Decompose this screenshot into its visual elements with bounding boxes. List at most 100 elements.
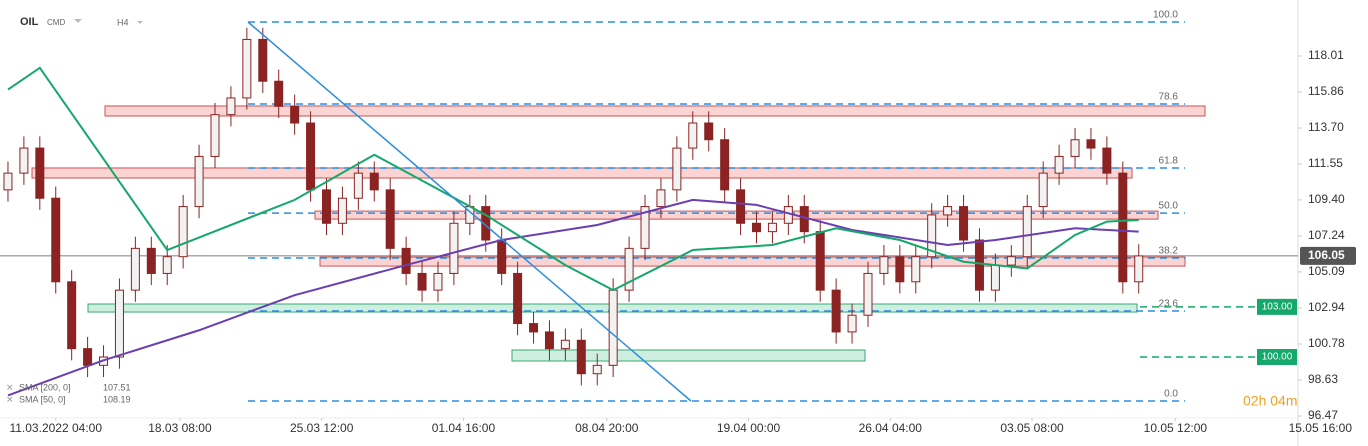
candle-body bbox=[990, 264, 1000, 291]
fib-label: 23.6 bbox=[1159, 299, 1179, 310]
candle-body bbox=[210, 114, 220, 157]
price-tag-box bbox=[1257, 298, 1297, 315]
sma-line bbox=[7, 66, 1139, 292]
candle-body bbox=[274, 80, 284, 107]
countdown: 02h 04m bbox=[1243, 393, 1297, 409]
candle-body bbox=[1038, 172, 1048, 208]
candle-body bbox=[385, 189, 395, 249]
candle-body bbox=[847, 314, 857, 333]
x-tick-label: 19.04 00:00 bbox=[717, 421, 781, 435]
candle-body bbox=[449, 222, 459, 274]
candle-body bbox=[321, 189, 331, 224]
fib-label: 100.0 bbox=[1153, 10, 1178, 21]
candle-body bbox=[194, 155, 204, 208]
candle-body bbox=[401, 247, 411, 274]
dropdown-icon bbox=[74, 19, 82, 23]
candle-body bbox=[959, 206, 969, 241]
resistance-zone bbox=[31, 167, 1133, 179]
candle-body bbox=[544, 331, 554, 350]
candle-body bbox=[529, 323, 539, 333]
support-zone bbox=[511, 349, 866, 362]
y-tick-label: 111.55 bbox=[1308, 156, 1343, 170]
candle-body bbox=[863, 272, 873, 316]
fib-label: 0.0 bbox=[1164, 389, 1178, 400]
candle-body bbox=[513, 272, 523, 325]
timeframe: H4 bbox=[117, 17, 129, 27]
candle-body bbox=[1070, 139, 1080, 157]
candle-body bbox=[640, 206, 650, 249]
x-tick-label: 03.05 08:00 bbox=[1000, 421, 1064, 435]
candle-body bbox=[656, 189, 666, 208]
candle-body bbox=[974, 239, 984, 291]
symbol: OIL bbox=[20, 16, 39, 28]
candle-body bbox=[162, 256, 172, 274]
candle-body bbox=[895, 256, 905, 283]
candle-body bbox=[815, 231, 825, 291]
x-tick-label: 26.04 04:00 bbox=[859, 421, 923, 435]
candle-body bbox=[83, 348, 93, 366]
y-tick-label: 105.09 bbox=[1308, 264, 1345, 278]
price-tag-label: 100.00 bbox=[1262, 352, 1293, 363]
candle-body bbox=[1054, 155, 1064, 174]
y-tick-label: 113.70 bbox=[1308, 120, 1344, 134]
legend-value: 107.51 bbox=[103, 382, 131, 392]
candle-body bbox=[688, 122, 698, 149]
candle-body bbox=[752, 222, 762, 233]
price-tag-label: 103.00 bbox=[1262, 301, 1293, 312]
candle-body bbox=[481, 206, 491, 241]
trend-line bbox=[247, 21, 692, 402]
candle-body bbox=[353, 172, 363, 199]
current-price-label: 106.05 bbox=[1308, 248, 1345, 262]
candle-body bbox=[592, 364, 602, 375]
resistance-zone bbox=[104, 105, 1206, 117]
candle-body bbox=[879, 256, 889, 274]
x-tick-label: 11.03.2022 04:00 bbox=[9, 421, 102, 435]
candle-body bbox=[1134, 255, 1144, 283]
candle-body bbox=[927, 214, 937, 258]
x-tick-label: 25.03 12:00 bbox=[290, 421, 354, 435]
candle-body bbox=[1118, 172, 1128, 283]
y-tick-label: 107.24 bbox=[1308, 228, 1345, 242]
candle-body bbox=[672, 147, 682, 191]
y-tick-label: 118.01 bbox=[1308, 48, 1344, 62]
x-tick-label: 01.04 16:00 bbox=[432, 421, 496, 435]
y-tick-label: 96.47 bbox=[1308, 408, 1338, 422]
fib-label: 50.0 bbox=[1159, 201, 1179, 212]
x-tick-label: 08.04 20:00 bbox=[575, 421, 639, 435]
fib-label: 61.8 bbox=[1159, 156, 1179, 167]
legend-icon: ✕ bbox=[6, 382, 14, 392]
candle-body bbox=[831, 289, 841, 333]
legend-name: SMA [200, 0] bbox=[19, 382, 71, 392]
candle-body bbox=[704, 122, 714, 141]
fib-label: 78.6 bbox=[1159, 92, 1179, 103]
candle-body bbox=[624, 247, 634, 291]
candle-body bbox=[608, 289, 618, 366]
resistance-zone bbox=[319, 256, 1186, 267]
candle-body bbox=[258, 38, 268, 82]
candle-body bbox=[146, 247, 156, 274]
candle-body bbox=[3, 172, 13, 191]
candle-body bbox=[720, 139, 730, 191]
candle-body bbox=[576, 339, 586, 375]
y-tick-label: 109.40 bbox=[1308, 192, 1345, 206]
legend-value: 108.19 bbox=[103, 394, 131, 404]
candle-body bbox=[911, 256, 921, 283]
fib-label: 38.2 bbox=[1159, 246, 1179, 257]
candle-body bbox=[19, 147, 29, 174]
candle-body bbox=[736, 189, 746, 224]
candle-body bbox=[767, 222, 777, 233]
x-tick-label: 18.03 08:00 bbox=[148, 421, 212, 435]
y-tick-label: 98.63 bbox=[1308, 372, 1338, 386]
candle-body bbox=[290, 105, 300, 124]
current-price-box bbox=[1300, 246, 1356, 265]
candle-body bbox=[1102, 147, 1112, 174]
candle-body bbox=[130, 247, 140, 291]
candle-body bbox=[337, 197, 347, 224]
candle-body bbox=[417, 272, 427, 291]
candle-body bbox=[1022, 206, 1032, 258]
candle-body bbox=[35, 147, 45, 199]
candle-body bbox=[433, 272, 443, 291]
price-tag-box bbox=[1257, 348, 1297, 365]
dropdown-icon bbox=[137, 21, 143, 24]
